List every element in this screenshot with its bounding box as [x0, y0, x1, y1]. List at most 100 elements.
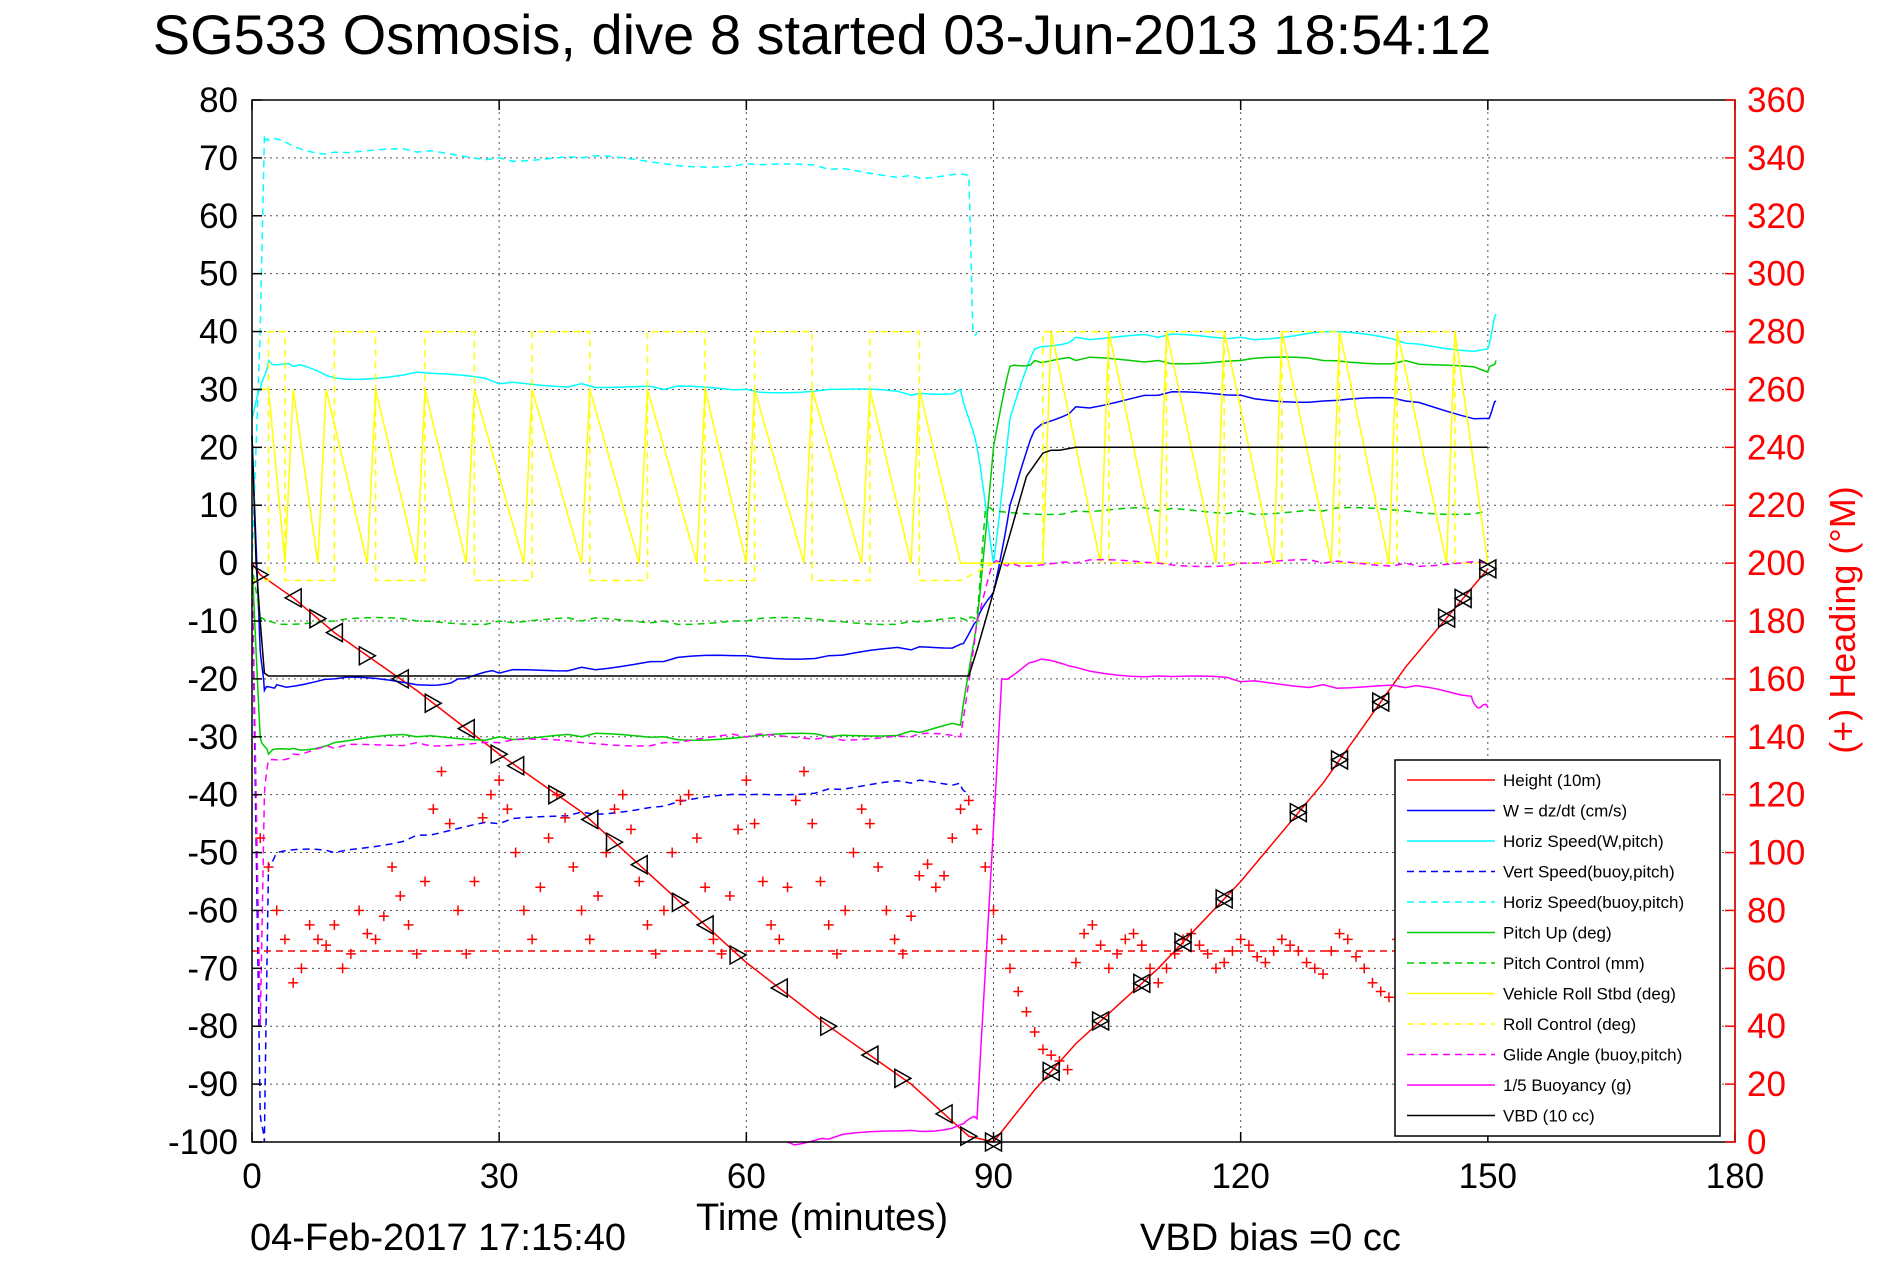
- heading-point: [617, 789, 628, 800]
- heading-point: [1334, 928, 1345, 939]
- y2-tick-label: 80: [1747, 891, 1786, 930]
- heading-point: [897, 948, 908, 959]
- dive-marker: [729, 944, 748, 966]
- heading-point: [996, 934, 1007, 945]
- heading-point: [403, 919, 414, 930]
- dive-marker: [960, 1125, 979, 1147]
- heading-point: [1243, 940, 1254, 951]
- heading-point: [1070, 957, 1081, 968]
- x-tick-label: 90: [974, 1157, 1013, 1196]
- legend-label: W = dz/dt (cm/s): [1503, 802, 1627, 821]
- heading-point: [593, 890, 604, 901]
- heading-point: [1383, 992, 1394, 1003]
- heading-point: [518, 905, 529, 916]
- heading-point: [1326, 945, 1337, 956]
- climb-marker: [1173, 932, 1192, 953]
- heading-point: [642, 919, 653, 930]
- legend-label: Glide Angle (buoy,pitch): [1503, 1046, 1682, 1065]
- heading-point: [1128, 928, 1139, 939]
- heading-point: [1037, 1044, 1048, 1055]
- footer-vbd-bias: VBD bias =0 cc: [1140, 1217, 1401, 1259]
- y-tick-label: 40: [199, 313, 238, 352]
- heading-point: [963, 795, 974, 806]
- y-tick-label: -90: [187, 1065, 238, 1104]
- heading-point: [387, 862, 398, 873]
- x-tick-label: 180: [1706, 1157, 1764, 1196]
- legend: Height (10m) W = dz/dt (cm/s) Horiz Speed(…: [1394, 759, 1721, 1137]
- heading-point: [823, 919, 834, 930]
- heading-point: [271, 905, 282, 916]
- heading-point: [1235, 934, 1246, 945]
- heading-point: [625, 824, 636, 835]
- heading-point: [1309, 963, 1320, 974]
- y-tick-label: 30: [199, 370, 238, 409]
- heading-point: [1359, 963, 1370, 974]
- legend-label: Vert Speed(buoy,pitch): [1503, 863, 1675, 882]
- dive-marker: [580, 809, 599, 830]
- dive-marker: [309, 608, 328, 629]
- heading-point: [378, 911, 389, 922]
- heading-point: [947, 833, 958, 844]
- heading-point: [1252, 951, 1263, 962]
- heading-point: [733, 824, 744, 835]
- heading-point: [1004, 963, 1015, 974]
- heading-point: [1351, 951, 1362, 962]
- heading-point: [1136, 940, 1147, 951]
- heading-point: [1161, 963, 1172, 974]
- heading-point: [1227, 945, 1238, 956]
- y-tick-label: -100: [168, 1123, 238, 1162]
- x-tick-label: 0: [242, 1157, 261, 1196]
- climb-marker: [1437, 607, 1456, 629]
- heading-point: [831, 948, 842, 959]
- climb-marker: [1214, 888, 1233, 910]
- heading-point: [790, 795, 801, 806]
- heading-point: [452, 905, 463, 916]
- heading-point: [345, 948, 356, 959]
- heading-point: [354, 905, 365, 916]
- heading-point: [1062, 1064, 1073, 1075]
- heading-point: [1260, 957, 1271, 968]
- heading-point: [889, 934, 900, 945]
- heading-point: [420, 876, 431, 887]
- heading-point: [658, 905, 669, 916]
- heading-point: [1318, 969, 1329, 980]
- climb-marker: [1091, 1010, 1110, 1032]
- y2-tick-label: 20: [1747, 1065, 1786, 1104]
- heading-point: [1079, 928, 1090, 939]
- y-tick-label: 80: [199, 81, 238, 120]
- y-tick-label: -40: [187, 776, 238, 815]
- legend-label: Vehicle Roll Stbd (deg): [1503, 985, 1676, 1004]
- heading-point: [288, 977, 299, 988]
- heading-point: [955, 804, 966, 815]
- legend-label: VBD (10 cc): [1503, 1107, 1595, 1126]
- heading-point: [255, 833, 266, 844]
- heading-point: [716, 948, 727, 959]
- heading-point: [1145, 963, 1156, 974]
- y-tick-label: -80: [187, 1007, 238, 1046]
- y2-tick-label: 280: [1747, 313, 1805, 352]
- dive-marker: [506, 755, 525, 777]
- series-horiz-speed-buoy-pitch: [251, 134, 978, 564]
- legend-label: Pitch Control (mm): [1503, 954, 1645, 973]
- heading-point: [279, 934, 290, 945]
- dive-marker: [860, 1044, 879, 1066]
- heading-point: [1293, 945, 1304, 956]
- heading-point: [914, 870, 925, 881]
- y2-tick-label: 40: [1747, 1007, 1786, 1046]
- series-vert-speed-buoy-pitch: [251, 563, 970, 1143]
- heading-point: [782, 882, 793, 893]
- heading-point: [1112, 948, 1123, 959]
- series-pitch-up-deg: [251, 356, 1497, 756]
- y-tick-label: 60: [199, 197, 238, 236]
- heading-point: [972, 824, 983, 835]
- heading-point: [1268, 945, 1279, 956]
- heading-point: [576, 905, 587, 916]
- legend-label: Horiz Speed(W,pitch): [1503, 832, 1664, 851]
- heading-point: [1046, 1050, 1057, 1061]
- heading-point: [774, 934, 785, 945]
- y-tick-label: -50: [187, 834, 238, 873]
- heading-point: [848, 847, 859, 858]
- heading-point: [667, 847, 678, 858]
- y2-tick-label: 180: [1747, 602, 1805, 641]
- heading-point: [527, 934, 538, 945]
